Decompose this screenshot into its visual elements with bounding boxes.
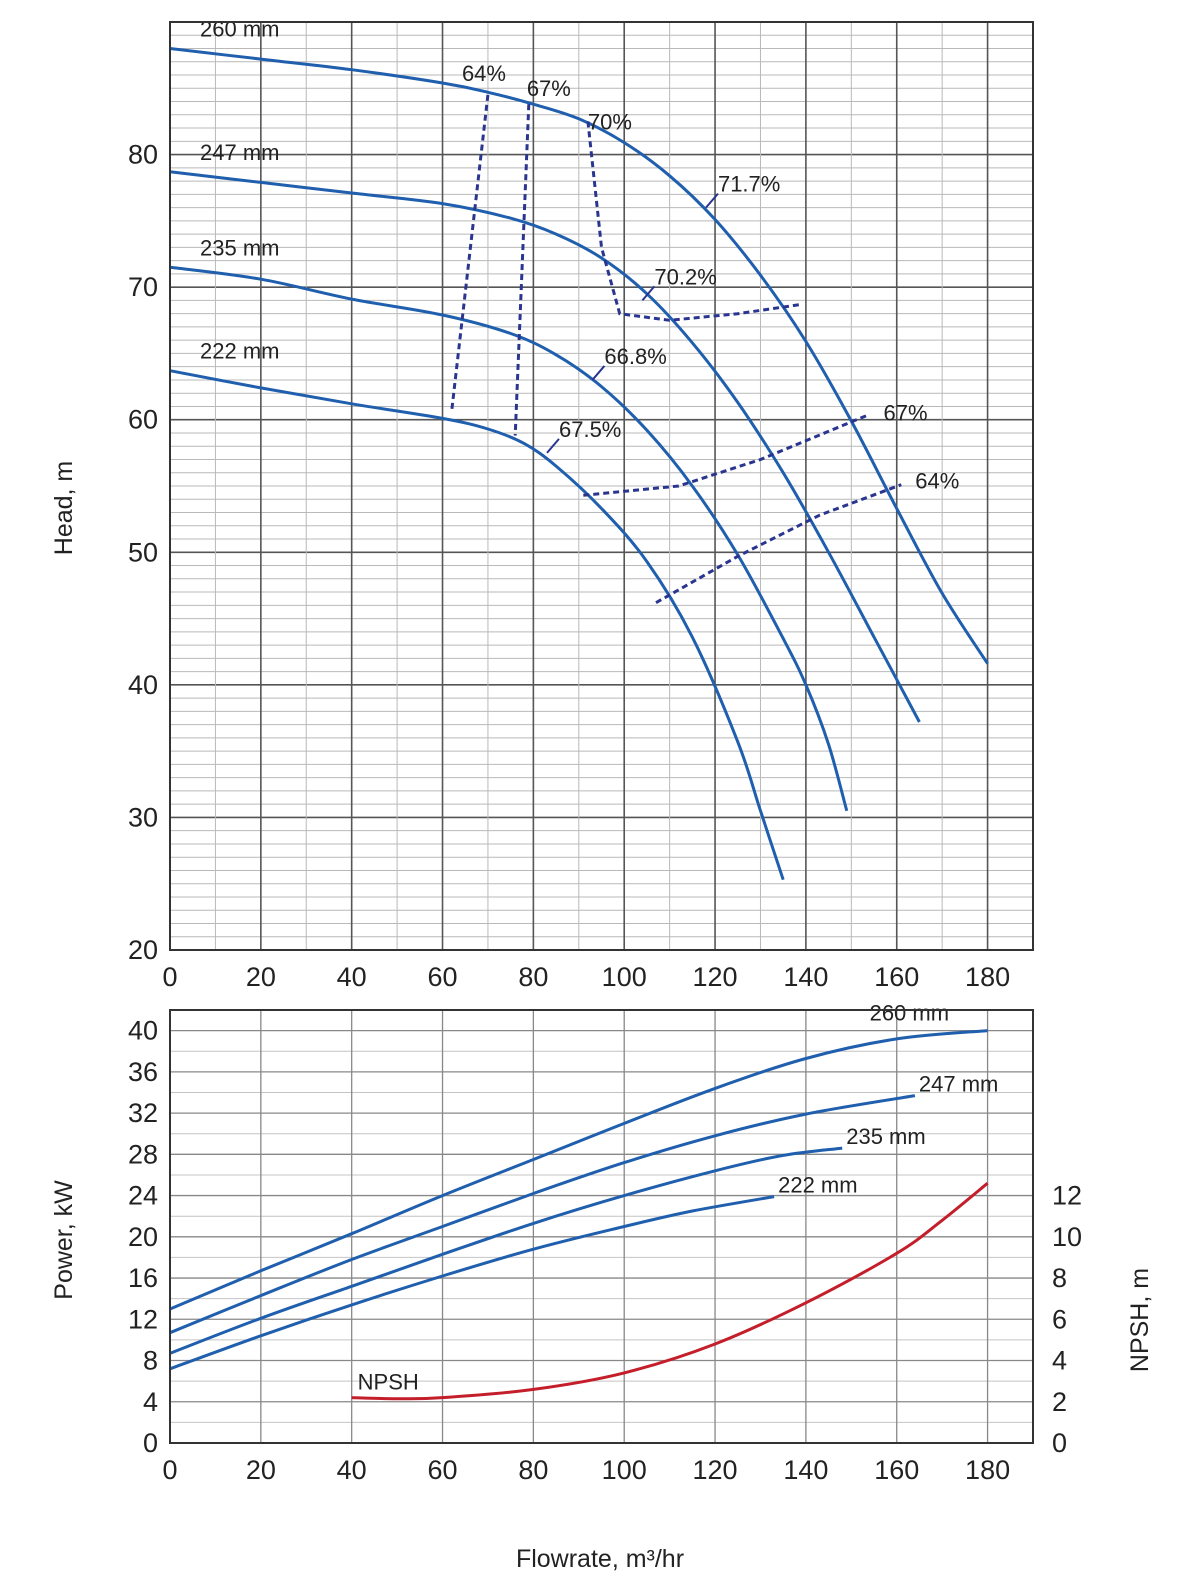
npsh-y-tick-label: 6 <box>1052 1304 1067 1334</box>
efficiency-label: 64% <box>462 61 506 86</box>
flowrate-x-axis-label: Flowrate, m³/hr <box>516 1545 684 1573</box>
efficiency-leader <box>705 192 719 209</box>
efficiency-point-label: 71.7% <box>718 172 780 197</box>
head-x-tick-label: 100 <box>602 962 647 992</box>
npsh-y-tick-label: 0 <box>1052 1428 1067 1458</box>
power-curve-label: 222 mm <box>778 1173 857 1198</box>
power-x-tick-label: 140 <box>783 1455 828 1485</box>
power-y-tick-label: 4 <box>143 1387 158 1417</box>
power-x-tick-label: 0 <box>162 1455 177 1485</box>
head-y-tick-label: 40 <box>128 670 158 700</box>
head-x-tick-label: 160 <box>874 962 919 992</box>
efficiency-line <box>583 413 871 497</box>
head-curve-235-mm <box>169 265 849 812</box>
head-y-axis-label: Head, m <box>50 461 78 555</box>
power-curve-260-mm <box>169 1029 988 1311</box>
head-labels: 260 mm 247 mm 235 mm 222 mm 64% 67% 70% 67% 64% 7… <box>200 17 959 494</box>
npsh-y-tick-label: 2 <box>1052 1387 1067 1417</box>
power-x-tick-label: 40 <box>337 1455 367 1485</box>
power-x-tick-label: 160 <box>874 1455 919 1485</box>
head-curve-222-mm <box>169 369 785 881</box>
head-x-tick-label: 80 <box>518 962 548 992</box>
head-x-tick-label: 20 <box>246 962 276 992</box>
efficiency-label: 67% <box>883 400 927 425</box>
head-y-tick-label: 60 <box>128 405 158 435</box>
head-x-tick-label: 140 <box>783 962 828 992</box>
power-curve-222-mm <box>169 1195 775 1371</box>
power-y-tick-label: 28 <box>128 1139 158 1169</box>
efficiency-line <box>586 121 802 322</box>
power-y-tick-label: 8 <box>143 1346 158 1376</box>
head-curve-260-mm <box>169 47 989 665</box>
efficiency-point-label: 70.2% <box>654 264 716 289</box>
power-curve-label: 247 mm <box>919 1072 998 1097</box>
efficiency-label: 67% <box>527 76 571 101</box>
power-plot-area <box>170 1010 1033 1443</box>
power-x-tick-label: 100 <box>602 1455 647 1485</box>
head-plot-frame <box>169 21 1034 951</box>
power-y-tick-label: 0 <box>143 1428 158 1458</box>
power-curve-247-mm <box>169 1094 916 1335</box>
efficiency-lines <box>450 94 902 605</box>
head-y-tick-label: 30 <box>128 802 158 832</box>
efficiency-leader <box>546 438 560 454</box>
power-y-tick-label: 12 <box>128 1304 158 1334</box>
power-x-tick-label: 60 <box>428 1455 458 1485</box>
power-curve-235-mm <box>169 1146 843 1355</box>
head-curves <box>169 47 989 881</box>
power-y-tick-label: 16 <box>128 1263 158 1293</box>
npsh-label: NPSH <box>358 1370 419 1395</box>
power-labels: 260 mm 247 mm 235 mm 222 mm NPSH <box>358 1001 999 1395</box>
head-x-tick-label: 60 <box>428 962 458 992</box>
head-curve-label: 247 mm <box>200 140 279 165</box>
head-x-tick-label: 0 <box>162 962 177 992</box>
head-curve-label: 235 mm <box>200 235 279 260</box>
efficiency-point-label: 67.5% <box>559 417 621 442</box>
npsh-line <box>351 1182 989 1401</box>
power-tick-labels: 0 20 40 60 80 100 120 140 160 1800481216202428323… <box>128 1016 1082 1485</box>
head-y-tick-label: 50 <box>128 537 158 567</box>
head-x-tick-label: 120 <box>693 962 738 992</box>
head-curve-label: 260 mm <box>200 17 279 42</box>
head-x-tick-label: 180 <box>965 962 1010 992</box>
head-y-tick-label: 20 <box>128 935 158 965</box>
head-y-tick-label: 70 <box>128 272 158 302</box>
efficiency-leader <box>641 285 656 302</box>
efficiency-label: 64% <box>915 469 959 494</box>
power-y-axis-label: Power, kW <box>50 1180 78 1300</box>
head-x-tick-label: 40 <box>337 962 367 992</box>
npsh-y-tick-label: 10 <box>1052 1222 1082 1252</box>
head-chart: 260 mm 247 mm 235 mm 222 mm 64% 67% 70% 67% 64% 7… <box>50 17 1034 992</box>
power-y-tick-label: 24 <box>128 1181 158 1211</box>
power-x-tick-label: 120 <box>693 1455 738 1485</box>
head-curve-label: 222 mm <box>200 339 279 364</box>
power-y-tick-label: 20 <box>128 1222 158 1252</box>
efficiency-leader <box>591 365 606 381</box>
efficiency-point-label: 66.8% <box>604 344 666 369</box>
power-y-tick-label: 32 <box>128 1098 158 1128</box>
efficiency-line <box>450 94 490 412</box>
efficiency-label: 70% <box>588 109 632 134</box>
power-y-tick-label: 36 <box>128 1057 158 1087</box>
power-y-tick-label: 40 <box>128 1016 158 1046</box>
power-plot-frame <box>169 1009 1034 1444</box>
npsh-y-tick-label: 4 <box>1052 1346 1067 1376</box>
npsh-curve <box>351 1182 989 1401</box>
power-curves <box>169 1029 988 1371</box>
npsh-y-axis-label: NPSH, m <box>1126 1268 1154 1372</box>
power-x-tick-label: 20 <box>246 1455 276 1485</box>
head-curve-247-mm <box>169 170 921 723</box>
efficiency-line <box>513 104 531 436</box>
head-y-tick-label: 80 <box>128 140 158 170</box>
npsh-y-tick-label: 8 <box>1052 1263 1067 1293</box>
power-x-tick-label: 80 <box>518 1455 548 1485</box>
npsh-y-tick-label: 12 <box>1052 1181 1082 1211</box>
power-x-tick-label: 180 <box>965 1455 1010 1485</box>
power-curve-label: 260 mm <box>870 1001 949 1026</box>
power-curve-label: 235 mm <box>846 1124 925 1149</box>
